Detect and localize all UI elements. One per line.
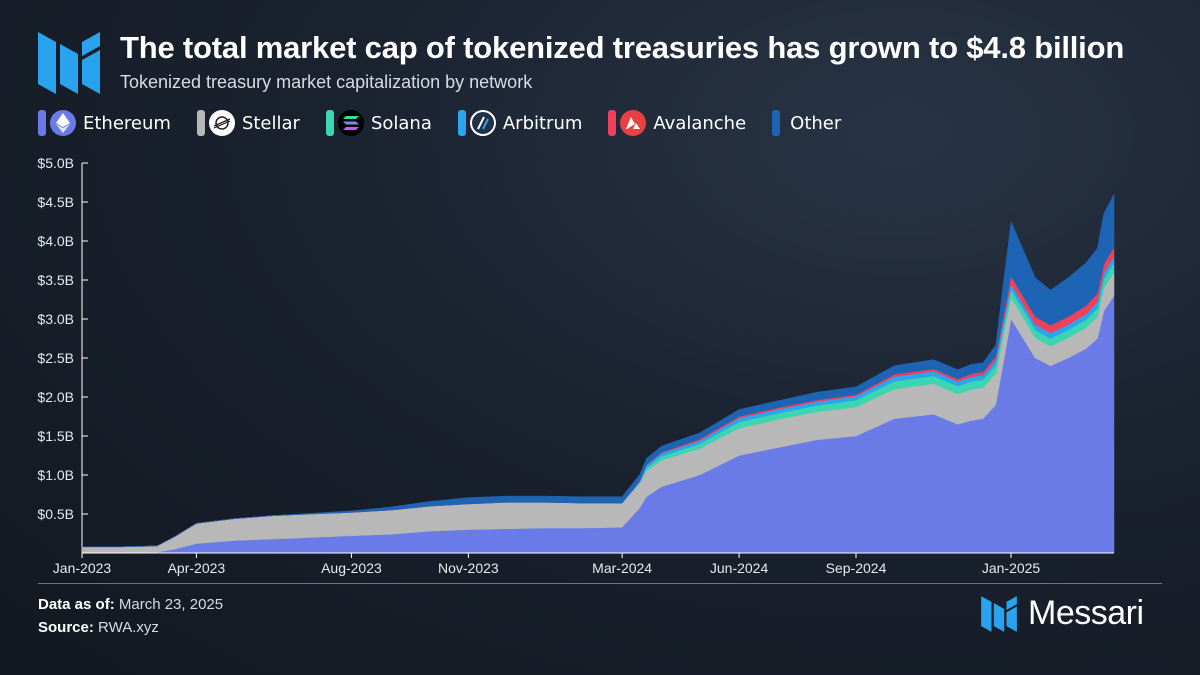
arbitrum-icon [469, 110, 496, 136]
legend-label-avalanche: Avalanche [653, 112, 747, 134]
avalanche-icon [620, 110, 647, 136]
legend-swatch-other [772, 110, 781, 136]
y-tick-label: $4.5B [37, 194, 74, 210]
ethereum-icon [50, 110, 76, 136]
y-tick-label: $0.5B [37, 506, 74, 522]
x-axis: Jan-2023 Apr-2023 Aug-2023 Nov-2023 Mar-2024… [53, 552, 1114, 576]
y-tick-label: $3.0B [37, 311, 74, 327]
data-date-label: Data as of: [38, 596, 115, 613]
y-tick-label: $1.0B [37, 467, 74, 483]
brand-name: Messari [1028, 594, 1144, 632]
y-tick-label: $1.5B [37, 428, 74, 444]
footer-divider [38, 583, 1162, 584]
y-axis: $0.5B $1.0B $1.5B $2.0B $2.5B $3.0B $3.5B $4.0B… [37, 155, 88, 553]
chart-areas [81, 194, 1115, 554]
data-source: Source: RWA.xyz [38, 619, 159, 636]
y-tick-label: $2.0B [37, 389, 74, 405]
stellar-icon [208, 110, 235, 136]
data-source-label: Source: [38, 619, 94, 636]
y-tick-label: $4.0B [37, 233, 74, 249]
legend-swatch-avalanche [608, 110, 617, 136]
brand-footer: Messari [980, 594, 1144, 633]
legend-item-ethereum: Ethereum [38, 110, 171, 136]
y-tick-label: $3.5B [37, 272, 74, 288]
legend-label-stellar: Stellar [241, 112, 300, 134]
chart-subtitle: Tokenized treasury market capitalization… [120, 72, 533, 92]
x-tick-label: Aug-2023 [321, 560, 382, 576]
x-tick-label: Jan-2023 [53, 560, 112, 576]
x-tick-label: Mar-2024 [592, 560, 652, 576]
legend-label-other: Other [790, 112, 842, 134]
legend-swatch-arbitrum [457, 110, 466, 136]
data-source-value: RWA.xyz [98, 619, 159, 636]
legend-label-ethereum: Ethereum [83, 112, 171, 134]
solana-icon [337, 110, 364, 136]
legend-swatch-ethereum [38, 110, 46, 136]
x-tick-label: Sep-2024 [826, 560, 887, 576]
y-tick-label: $5.0B [37, 155, 74, 171]
y-tick-label: $2.5B [37, 350, 74, 366]
messari-brand-icon [981, 595, 1017, 632]
messari-logo-icon [38, 32, 100, 94]
data-date-value: March 23, 2025 [118, 596, 224, 613]
legend-item-arbitrum: Arbitrum [457, 110, 583, 136]
x-tick-label: Nov-2023 [438, 560, 499, 576]
legend-item-other: Other [772, 110, 841, 136]
legend-label-solana: Solana [370, 112, 432, 134]
legend-label-arbitrum: Arbitrum [502, 112, 583, 134]
x-tick-label: Jan-2025 [982, 560, 1041, 576]
legend-swatch-stellar [196, 110, 205, 136]
x-tick-label: Apr-2023 [168, 560, 226, 576]
x-tick-label: Jun-2024 [710, 560, 769, 576]
chart-title: The total market cap of tokenized treasu… [120, 30, 1125, 65]
legend-item-solana: Solana [325, 110, 432, 136]
legend-item-stellar: Stellar [196, 110, 300, 136]
area-other [82, 194, 1115, 548]
data-date: Data as of: March 23, 2025 [38, 596, 223, 613]
legend-item-avalanche: Avalanche [608, 110, 746, 136]
chart-legend: Ethereum Stellar Solana Arbitrum Avalanc… [38, 110, 867, 136]
legend-swatch-solana [325, 110, 334, 136]
